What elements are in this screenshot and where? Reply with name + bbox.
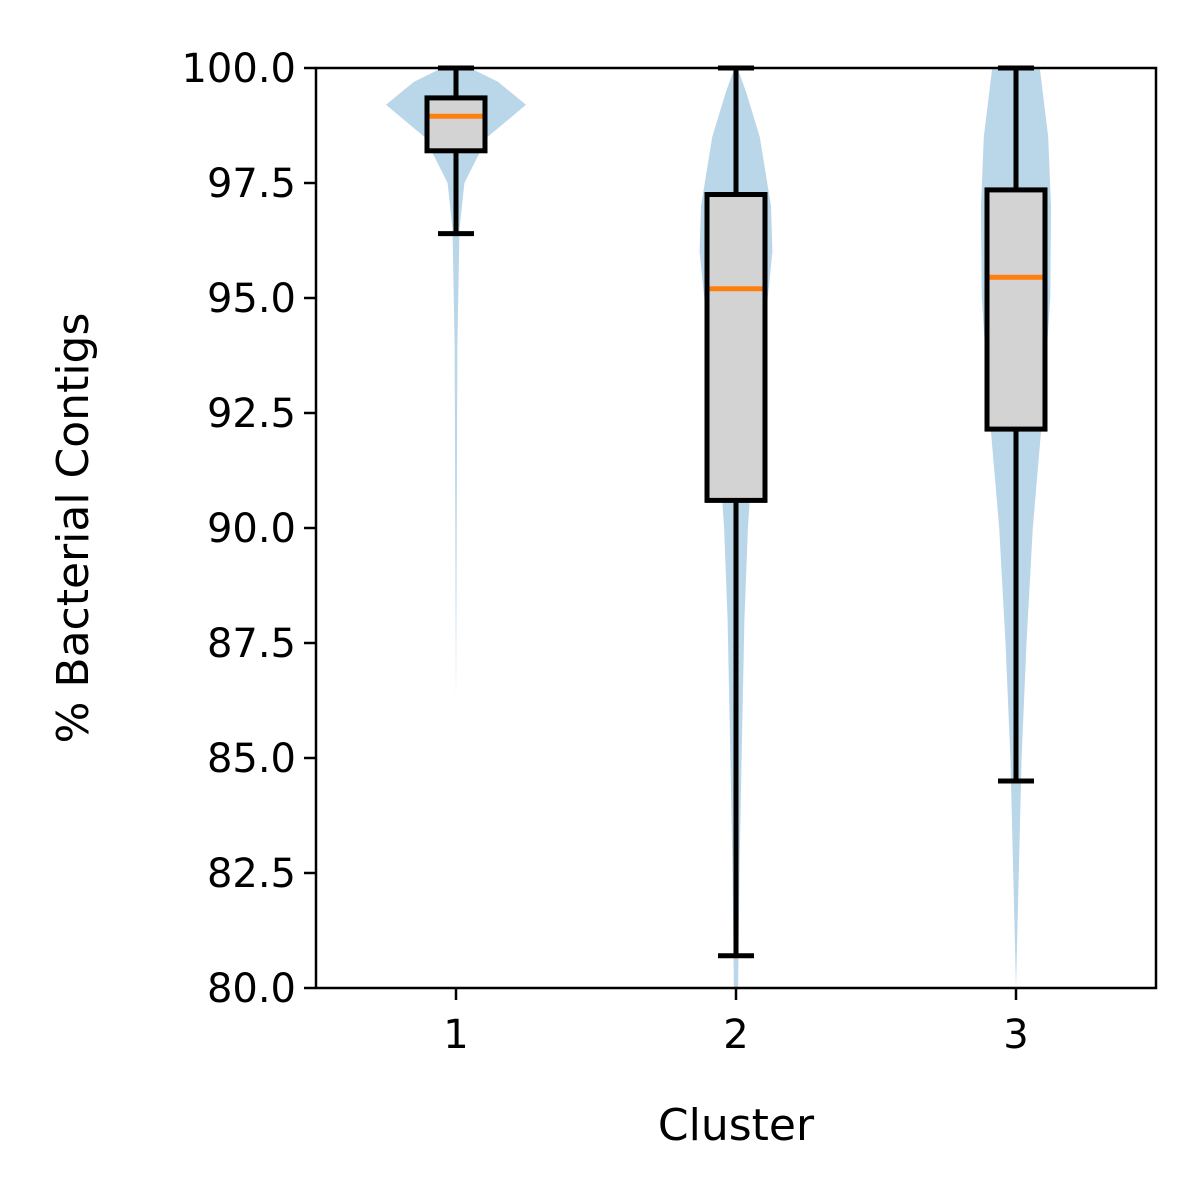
y-tick-label: 87.5 [207,621,296,667]
y-axis: 80.0 82.5 85.0 87.5 90.0 92.5 95.0 97.5 100.0 [181,46,316,1012]
x-tick-label: 1 [443,1012,468,1058]
y-tick-label: 100.0 [181,46,296,92]
y-tick-label: 95.0 [207,276,296,322]
violin-cluster-1 [386,68,526,703]
y-tick-label: 90.0 [207,506,296,552]
y-tick-label: 82.5 [207,851,296,897]
box-cluster-2 [704,192,768,503]
y-tick-label: 97.5 [207,161,296,207]
box-cluster-1 [424,95,488,154]
y-axis-title: % Bacterial Contigs [48,313,99,744]
y-tick-label: 80.0 [207,966,296,1012]
x-axis-title: Cluster [658,1100,815,1151]
y-tick-label: 92.5 [207,391,296,437]
box-cluster-3 [984,187,1048,432]
x-tick-label: 2 [723,1012,748,1058]
y-tick-label: 85.0 [207,736,296,782]
x-axis: 1 2 3 [443,988,1029,1058]
x-tick-label: 3 [1003,1012,1028,1058]
boxplot-layer [424,65,1048,959]
